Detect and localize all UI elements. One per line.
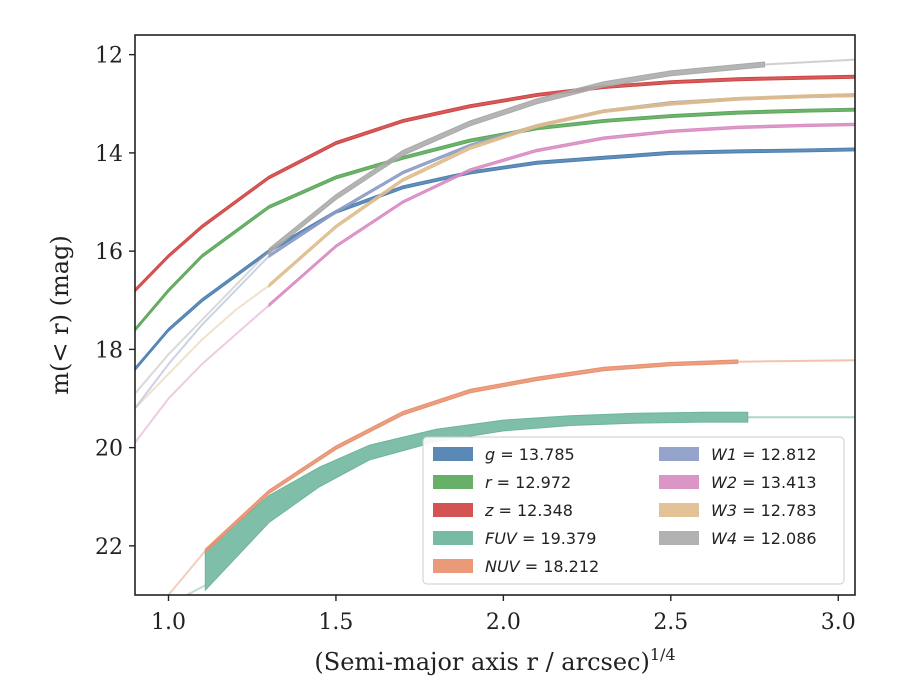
y-axis-title: m(< r) (mag) (46, 235, 74, 394)
legend-entry-w1: W1 = 12.812 (659, 445, 817, 464)
series-fuv-curve (204, 411, 749, 592)
legend-swatch (433, 447, 473, 461)
legend-label: NUV = 18.212 (485, 557, 599, 576)
series-nuv-tail (737, 359, 855, 363)
series-w2-extrapolation (135, 304, 270, 444)
x-tick-label: 3.0 (821, 610, 856, 635)
legend-box (422, 436, 845, 585)
x-axis: 1.0 1.5 2.0 2.5 3.0 (151, 595, 856, 635)
legend: g = 13.785 r = 12.972 z = 12.348 FUV = 19.3… (422, 436, 845, 585)
legend-entry-w3: W3 = 12.783 (659, 501, 817, 520)
legend-swatch (659, 531, 699, 545)
legend-entry-z: z = 12.348 (433, 501, 573, 520)
y-tick-label: 18 (95, 338, 123, 363)
legend-entry-fuv: FUV = 19.379 (433, 529, 596, 548)
series-w3-extrapolation (135, 284, 270, 409)
legend-swatch (659, 503, 699, 517)
legend-swatch (659, 447, 699, 461)
legend-label: FUV = 19.379 (485, 529, 596, 548)
legend-swatch (433, 475, 473, 489)
legend-entry-w4: W4 = 12.086 (659, 529, 817, 548)
legend-swatch (433, 559, 473, 573)
series-r-curve (135, 107, 855, 332)
legend-swatch (433, 531, 473, 545)
series-w4-curve (268, 61, 766, 255)
legend-label: z = 12.348 (484, 501, 573, 520)
legend-label: W2 = 13.413 (711, 473, 817, 492)
legend-label: W3 = 12.783 (711, 501, 817, 520)
series-nuv-extrapolation (167, 550, 207, 595)
y-tick-label: 22 (95, 535, 123, 560)
series-w3-curve (268, 92, 855, 289)
series-w2-curve (268, 122, 855, 308)
x-tick-label: 2.5 (653, 610, 688, 635)
y-tick-label: 20 (95, 437, 123, 462)
series-nuv-curve (204, 359, 739, 554)
legend-swatch (433, 503, 473, 517)
legend-label: r = 12.972 (485, 473, 571, 492)
legend-entry-g: g = 13.785 (433, 445, 575, 464)
series-w1-extrapolation (135, 255, 270, 409)
x-tick-label: 1.5 (318, 610, 353, 635)
legend-label: g = 13.785 (485, 445, 575, 464)
legend-entry-w2: W2 = 13.413 (659, 473, 817, 492)
plot-area (135, 58, 855, 595)
series-w4-tail (764, 58, 855, 66)
plot-frame (134, 34, 856, 596)
x-axis-title: (Semi-major axis r / arcsec)1/4 (314, 645, 675, 676)
series-w1-curve (268, 93, 855, 259)
series-fuv-extrapolation (184, 584, 206, 595)
y-axis: 12 14 16 18 20 22 (95, 44, 135, 560)
legend-entry-nuv: NUV = 18.212 (433, 557, 599, 576)
y-tick-label: 16 (95, 240, 123, 265)
series-z-curve (135, 74, 855, 293)
y-tick-label: 12 (95, 44, 123, 69)
series-g-curve (135, 147, 855, 372)
x-tick-label: 1.0 (151, 610, 186, 635)
legend-entry-r: r = 12.972 (433, 473, 571, 492)
legend-label: W4 = 12.086 (711, 529, 817, 548)
series-w4-extrapolation (135, 250, 270, 395)
y-tick-label: 14 (95, 142, 123, 167)
legend-label: W1 = 12.812 (711, 445, 817, 464)
legend-swatch (659, 475, 699, 489)
x-tick-label: 2.0 (486, 610, 521, 635)
